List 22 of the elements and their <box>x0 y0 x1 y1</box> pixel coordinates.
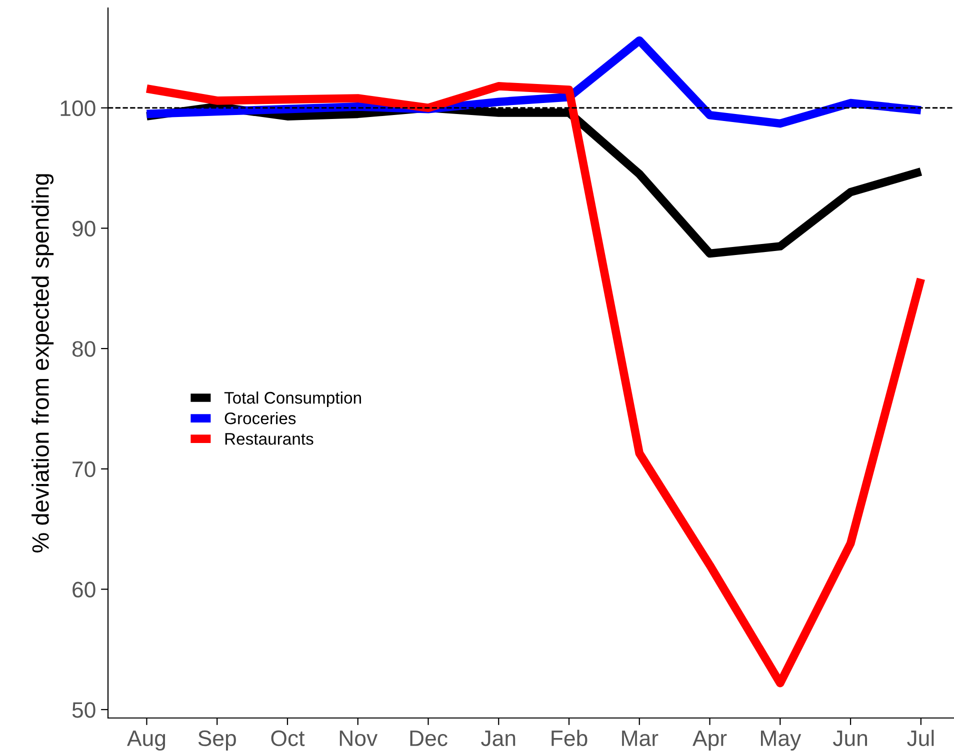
x-tick-label: Sep <box>198 730 236 751</box>
x-tick-label: May <box>760 730 802 751</box>
x-tick-label: Aug <box>126 730 166 751</box>
x-tick-label: Apr <box>692 730 727 751</box>
x-tick-label: Mar <box>622 730 658 746</box>
y-tick-label: 60 <box>72 582 96 598</box>
y-tick-label: 70 <box>72 461 96 478</box>
y-tick-label: 100 <box>60 100 96 116</box>
x-tick-label: Jul <box>907 730 934 746</box>
x-tick-label: Jan <box>481 730 516 746</box>
y-tick-label: 90 <box>72 220 96 236</box>
y-tick-label: 80 <box>72 341 96 357</box>
x-tick-label: Feb <box>552 730 588 746</box>
y-axis-title: % deviation from expected spending <box>32 174 54 552</box>
x-tick-label: Oct <box>271 730 305 746</box>
y-tick-label: 50 <box>72 702 96 718</box>
x-tick-label: Nov <box>340 730 378 746</box>
x-tick-label: Jun <box>832 730 868 746</box>
legend-label: Groceries <box>224 412 296 424</box>
legend-label: Restaurants <box>225 433 314 445</box>
x-tick-label: Dec <box>410 730 448 746</box>
legend-label: Total Consumption <box>224 391 361 408</box>
